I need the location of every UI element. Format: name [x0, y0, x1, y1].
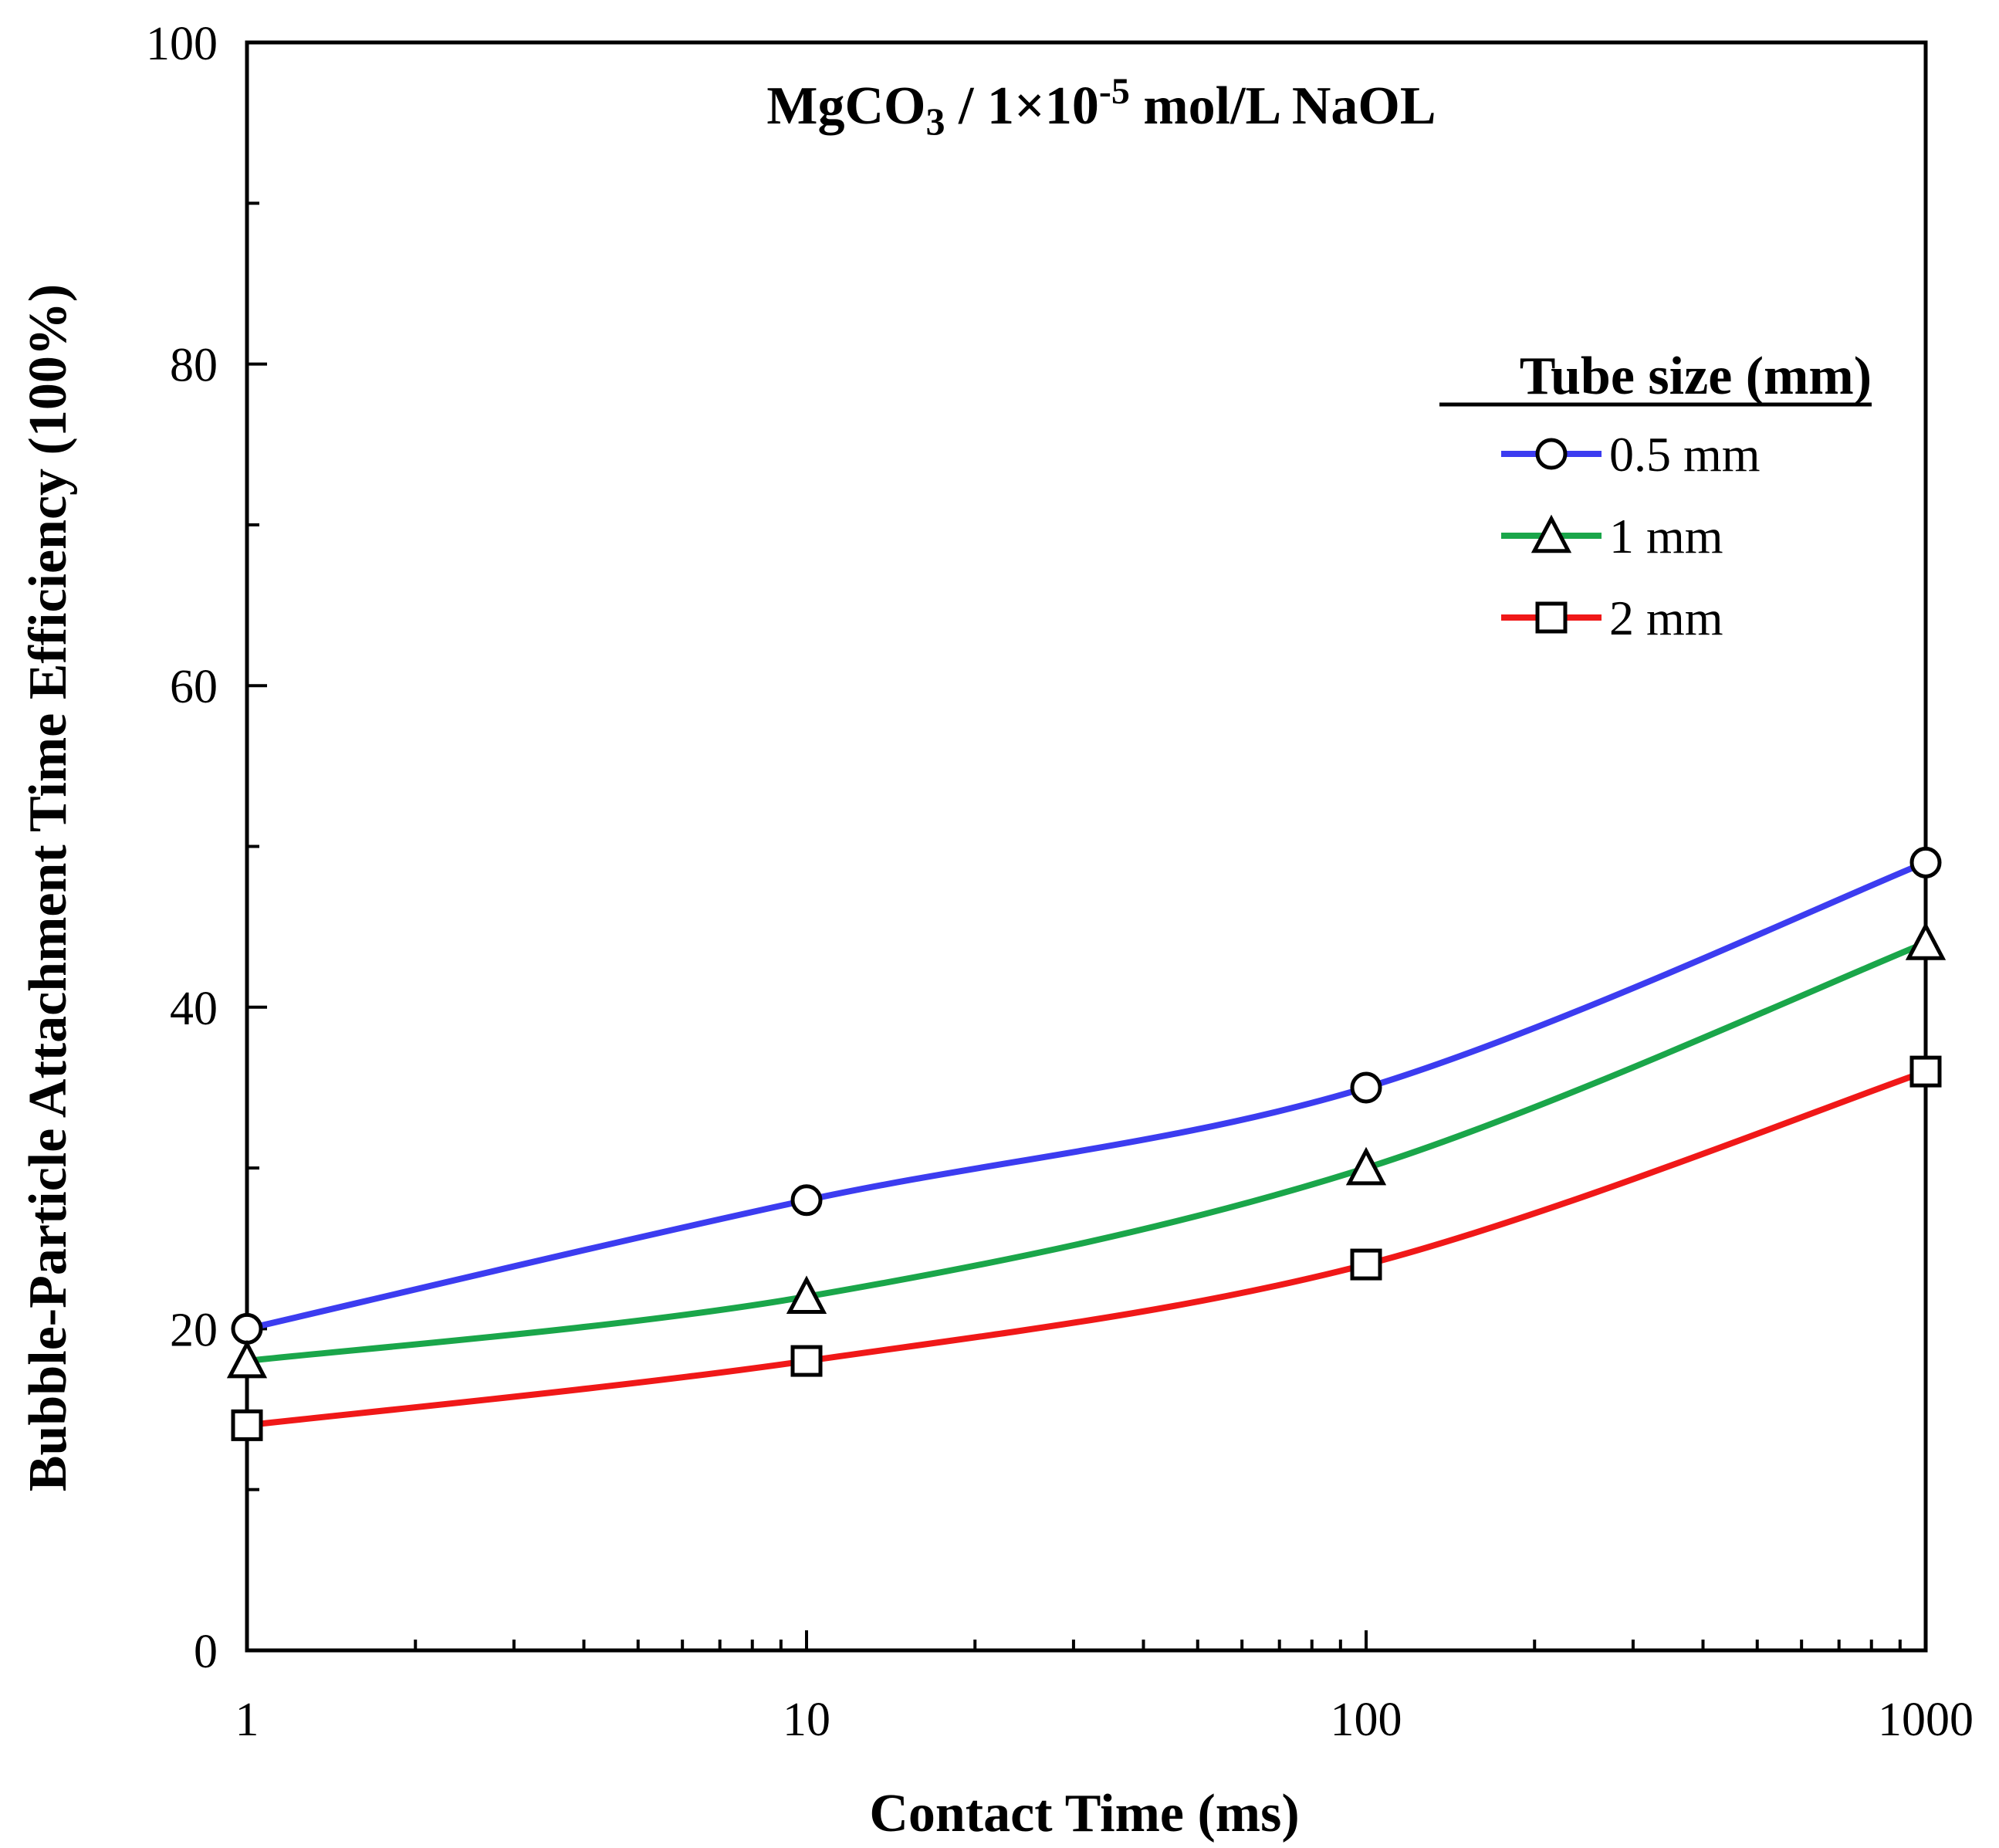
data-point-square — [1909, 1055, 1942, 1088]
axis-ticks — [245, 41, 1927, 1652]
data-point-circle — [1350, 1071, 1382, 1104]
x-tick-label: 100 — [1331, 1694, 1402, 1746]
legend-label: 0.5 mm — [1609, 427, 1761, 482]
data-point-triangle — [226, 1339, 268, 1379]
chart-title: MgCO3 / 1×10-5 mol/L NaOL — [766, 71, 1436, 143]
y-tick-label: 20 — [170, 1304, 218, 1356]
y-tick-label: 40 — [170, 983, 218, 1035]
legend-entries: 0.5 mm 1 mm 2 mm — [1501, 427, 1761, 645]
y-axis-title: Bubble-Particle Attachment Time Efficien… — [19, 284, 78, 1491]
series-lines — [244, 859, 1929, 1429]
legend-swatch-marker — [1531, 514, 1572, 553]
data-point-circle — [1909, 846, 1942, 878]
legend-entry: 2 mm — [1501, 591, 1723, 645]
data-point-triangle — [1345, 1146, 1387, 1186]
y-tick-label: 0 — [194, 1626, 218, 1678]
data-point-square — [1350, 1248, 1382, 1281]
legend-label: 2 mm — [1609, 591, 1723, 645]
legend: Tube size (mm) 0.5 mm 1 mm 2 mm — [1439, 347, 1872, 645]
legend-swatch-marker — [1535, 601, 1568, 634]
x-axis-title: Contact Time (ms) — [869, 1784, 1299, 1843]
legend-entry: 1 mm — [1501, 509, 1723, 564]
legend-label: 1 mm — [1609, 509, 1723, 564]
series-line-2 — [244, 1068, 1929, 1429]
data-point-square — [790, 1345, 823, 1377]
legend-entry: 0.5 mm — [1501, 427, 1761, 482]
axis-tick-labels: 0 20 40 60 80 100 1 10 100 1000 — [146, 18, 1974, 1746]
data-point-square — [231, 1409, 263, 1441]
data-point-triangle — [786, 1275, 827, 1315]
y-tick-label: 100 — [146, 18, 218, 70]
x-tick-label: 1 — [235, 1694, 259, 1746]
data-point-circle — [790, 1184, 823, 1217]
x-tick-label: 10 — [783, 1694, 830, 1746]
legend-title: Tube size (mm) — [1520, 347, 1872, 406]
y-tick-label: 80 — [170, 340, 218, 392]
series-line-0 — [244, 859, 1929, 1332]
series-markers — [226, 846, 1947, 1441]
y-tick-label: 60 — [170, 661, 218, 713]
plot-frame — [245, 40, 1928, 1653]
x-tick-label: 1000 — [1878, 1694, 1974, 1746]
data-point-triangle — [1905, 922, 1947, 960]
series-line-1 — [244, 939, 1929, 1365]
legend-swatch-marker — [1535, 438, 1568, 470]
data-point-circle — [231, 1312, 263, 1345]
